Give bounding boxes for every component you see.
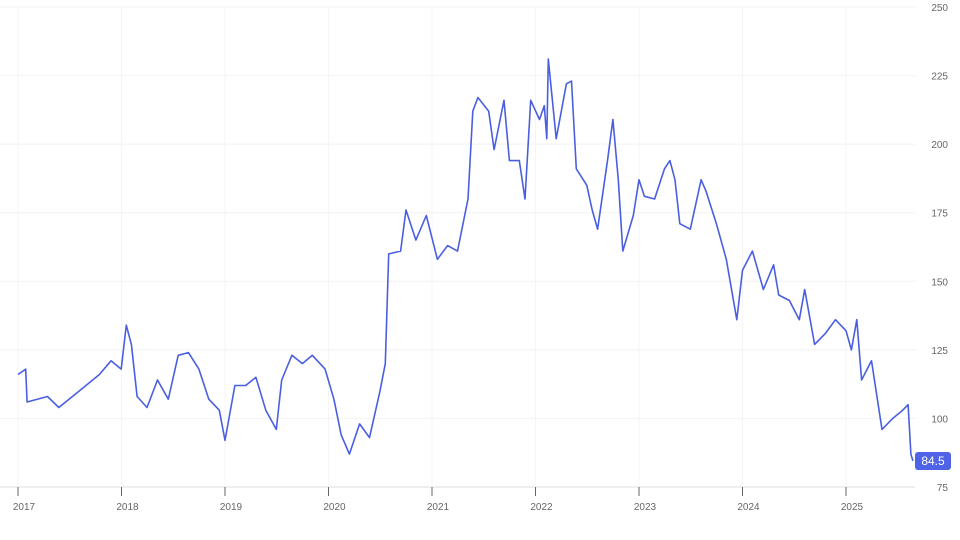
y-tick-label: 150 (931, 277, 948, 288)
x-tick-label: 2024 (737, 502, 760, 513)
x-tick-label: 2020 (323, 502, 346, 513)
x-tick-label: 2017 (13, 502, 36, 513)
y-tick-label: 175 (931, 209, 948, 220)
y-tick-label: 75 (937, 483, 949, 494)
x-axis: 2017 2018 2019 2020 2021 2022 2023 2024 2025 (13, 487, 864, 513)
x-tick-label: 2021 (427, 502, 450, 513)
last-value-label: 84.5 (921, 454, 945, 468)
x-tick-label: 2025 (841, 502, 864, 513)
x-tick-label: 2023 (634, 502, 657, 513)
last-value-badge: 84.5 (915, 451, 951, 470)
price-series-line (17, 58, 914, 462)
y-tick-label: 200 (931, 140, 948, 151)
y-tick-label: 225 (931, 72, 948, 83)
y-tick-label: 100 (931, 414, 948, 425)
x-tick-label: 2022 (530, 502, 553, 513)
y-tick-label: 125 (931, 346, 948, 357)
y-axis: 75 100 125 150 175 200 225 250 (931, 3, 948, 494)
x-tick-label: 2019 (220, 502, 243, 513)
y-tick-label: 250 (931, 3, 948, 14)
gridlines (0, 6, 915, 488)
x-tick-label: 2018 (116, 502, 139, 513)
